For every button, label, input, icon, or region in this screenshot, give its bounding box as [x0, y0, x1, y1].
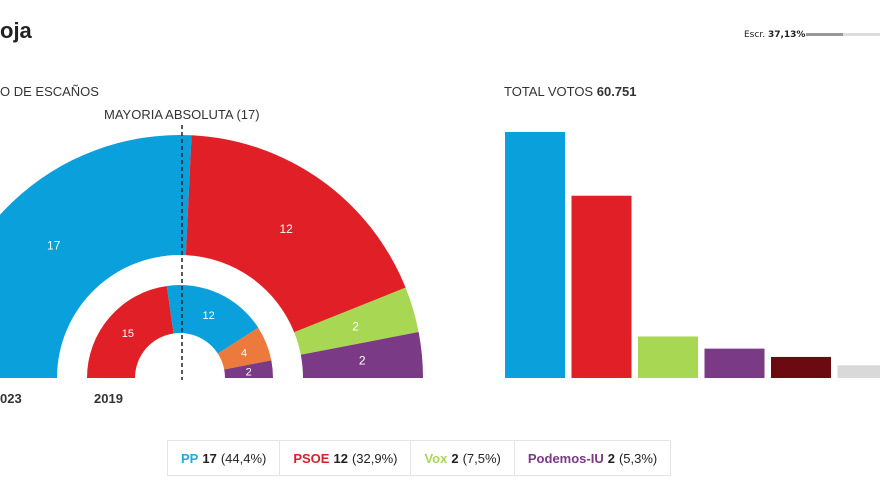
seat-segment-0-1	[185, 135, 406, 333]
vote-bar-2	[638, 336, 698, 378]
legend-item: PP 17 (44,4%)	[168, 441, 281, 475]
legend-party: PP	[181, 450, 199, 466]
legend-party: Vox	[424, 450, 448, 466]
legend-party: PSOE	[293, 450, 330, 466]
page-title: oja	[0, 18, 32, 43]
vote-bar-3	[704, 348, 765, 378]
seat-label: 12	[279, 222, 293, 236]
votes-chart-title: TOTAL VOTOS 60.751	[504, 84, 637, 99]
seats-chart-title: O DE ESCAÑOS	[0, 84, 99, 99]
seat-segment-1-0	[87, 285, 174, 378]
scrutiny-label: Escr.	[744, 30, 766, 40]
legend-seats: 2	[607, 450, 615, 466]
seat-label: 4	[241, 347, 247, 359]
legend: PP 17 (44,4%) PSOE 12 (32,9%) Vox 2 (7,5%) Podemo…	[167, 440, 672, 476]
legend-seats: 17	[202, 450, 217, 466]
vote-bar-1	[571, 195, 632, 378]
legend-pct: (7,5%)	[462, 450, 501, 466]
seat-segment-0-3	[300, 332, 423, 378]
ring-label-2019: 2019	[94, 391, 123, 406]
vote-bar-4	[771, 356, 831, 378]
seat-label: 17	[47, 239, 61, 253]
seat-segment-1-3	[224, 360, 274, 378]
seat-segment-0-0	[0, 135, 192, 378]
scrutiny-value: 37,13%	[767, 30, 806, 40]
scrutiny-text: Escr. 37,13%	[744, 30, 805, 40]
legend-party: Podemos-IU	[527, 450, 604, 466]
seat-label: 12	[203, 310, 215, 322]
votes-total: 60.751	[596, 84, 637, 99]
legend-pct: (44,4%)	[220, 450, 267, 466]
ring-label-2023: 023	[0, 391, 22, 406]
seat-label: 2	[246, 366, 252, 378]
legend-item: Vox 2 (7,5%)	[411, 441, 515, 475]
legend-seats: 12	[333, 450, 348, 466]
legend-seats: 2	[451, 450, 459, 466]
seat-segment-1-2	[217, 327, 272, 370]
legend-item: PSOE 12 (32,9%)	[280, 441, 412, 475]
scrutiny-progress-bar	[806, 33, 880, 36]
majority-label: MAYORIA ABSOLUTA (17)	[104, 107, 260, 122]
legend-item: Podemos-IU 2 (5,3%)	[515, 441, 670, 475]
seat-label: 15	[122, 328, 134, 340]
legend-pct: (5,3%)	[618, 450, 658, 466]
seat-label: 2	[352, 319, 359, 333]
vote-bar-0	[505, 132, 565, 378]
seat-label: 2	[359, 354, 366, 368]
charts-svg: 17 12 2 2 15 12 4 2	[0, 125, 880, 380]
votes-title-text: TOTAL VOTOS	[504, 84, 594, 99]
seat-segment-0-2	[294, 287, 419, 355]
vote-bar-5	[837, 365, 880, 378]
scrutiny-progress-fill	[806, 33, 844, 36]
seat-segment-1-1	[166, 284, 259, 354]
legend-pct: (32,9%)	[351, 450, 398, 466]
